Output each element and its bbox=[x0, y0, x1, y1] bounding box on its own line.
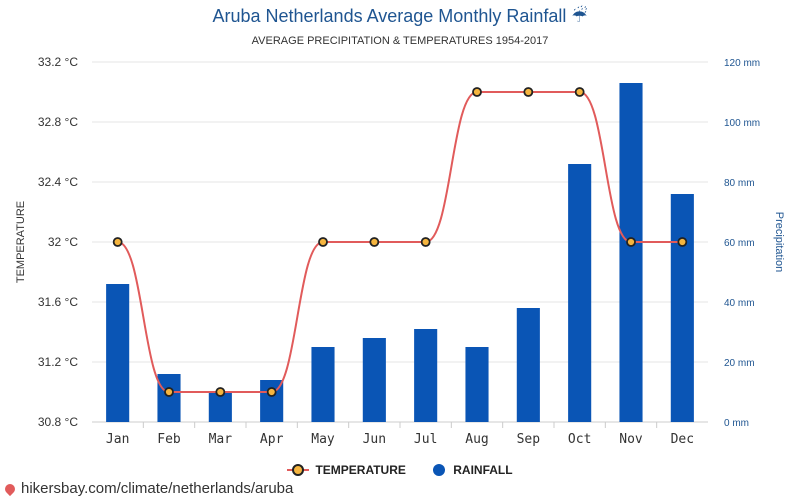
x-tick-label-sep: Sep bbox=[517, 432, 541, 447]
footer: hikersbay.com/climate/netherlands/aruba bbox=[2, 480, 294, 497]
x-tick-label-dec: Dec bbox=[671, 432, 694, 447]
legend-label-temperature: TEMPERATURE bbox=[315, 463, 406, 477]
left-tick-label: 33.2 °C bbox=[38, 55, 78, 69]
temperature-point-feb[interactable] bbox=[164, 387, 174, 397]
left-tick-label: 30.8 °C bbox=[38, 415, 78, 429]
rainfall-bar-apr[interactable] bbox=[260, 380, 284, 422]
left-axis-title: TEMPERATURE bbox=[15, 201, 27, 283]
temperature-point-jan[interactable] bbox=[112, 237, 123, 247]
rainfall-bar-mar[interactable] bbox=[208, 392, 232, 422]
right-tick-label: 60 mm bbox=[724, 238, 755, 249]
temperature-line bbox=[117, 91, 683, 393]
right-tick-label: 40 mm bbox=[724, 298, 755, 309]
temperature-point-dec[interactable] bbox=[677, 237, 688, 247]
rainfall-bar-jul[interactable] bbox=[414, 329, 438, 422]
right-axis-ticks: 120 mm 100 mm 80 mm 60 mm 40 mm 20 mm 0 mm bbox=[724, 58, 760, 429]
left-tick-label: 31.6 °C bbox=[38, 295, 78, 309]
right-tick-label: 20 mm bbox=[724, 358, 755, 369]
x-tick-label-feb: Feb bbox=[157, 432, 181, 447]
temperature-markers bbox=[112, 87, 688, 397]
rainfall-bar-jan[interactable] bbox=[106, 284, 130, 422]
left-axis-ticks: 33.2 °C 32.8 °C 32.4 °C 32 °C 31.6 °C 31.2 °C… bbox=[38, 55, 78, 429]
temperature-point-jul[interactable] bbox=[420, 237, 431, 247]
rainfall-bar-feb[interactable] bbox=[157, 374, 181, 422]
rainfall-bar-nov[interactable] bbox=[619, 83, 643, 422]
temperature-legend-icon bbox=[287, 464, 310, 476]
left-tick-label: 31.2 °C bbox=[38, 355, 78, 369]
x-axis-ticks: Jan Feb Mar Apr May Jun Jul Aug Sep Oct Nov Dec bbox=[106, 432, 694, 447]
legend-label-rainfall: RAINFALL bbox=[453, 463, 513, 477]
x-tick-label-apr: Apr bbox=[260, 432, 284, 447]
right-tick-label: 80 mm bbox=[724, 178, 755, 189]
right-tick-label: 100 mm bbox=[724, 118, 760, 129]
x-tick-label-jan: Jan bbox=[106, 432, 129, 447]
x-tick-label-oct: Oct bbox=[568, 432, 591, 447]
temperature-point-mar[interactable] bbox=[215, 387, 226, 397]
right-tick-label: 0 mm bbox=[724, 418, 749, 429]
right-tick-label: 120 mm bbox=[724, 58, 760, 69]
rainfall-bar-sep[interactable] bbox=[516, 308, 540, 422]
left-tick-label: 32 °C bbox=[48, 235, 78, 249]
rainfall-temperature-chart: 33.2 °C 32.8 °C 32.4 °C 32 °C 31.6 °C 31.2 °C… bbox=[15, 55, 785, 447]
legend: TEMPERATURE RAINFALL bbox=[0, 463, 800, 479]
x-tick-label-mar: Mar bbox=[209, 432, 233, 447]
rainfall-bars bbox=[106, 83, 694, 422]
temperature-point-nov[interactable] bbox=[626, 237, 636, 247]
left-tick-label: 32.8 °C bbox=[38, 115, 78, 129]
temperature-point-jun[interactable] bbox=[369, 237, 380, 247]
rainfall-bar-aug[interactable] bbox=[465, 347, 489, 422]
x-tick-label-jul: Jul bbox=[414, 432, 437, 447]
x-tick-label-aug: Aug bbox=[465, 432, 488, 447]
footer-link[interactable]: hikersbay.com/climate/netherlands/aruba bbox=[21, 480, 294, 497]
legend-item-rainfall[interactable]: RAINFALL bbox=[433, 463, 513, 477]
x-tick-label-nov: Nov bbox=[619, 432, 643, 447]
chart-subtitle: AVERAGE PRECIPITATION & TEMPERATURES 195… bbox=[251, 35, 549, 47]
grid-lines bbox=[92, 61, 708, 428]
rainfall-legend-icon bbox=[433, 464, 446, 476]
temperature-point-aug[interactable] bbox=[472, 87, 482, 97]
temperature-point-oct[interactable] bbox=[574, 87, 585, 97]
right-axis-title: Precipitation bbox=[773, 212, 785, 273]
x-tick-label-jun: Jun bbox=[363, 432, 386, 447]
rainfall-bar-oct[interactable] bbox=[568, 164, 592, 422]
x-tick-label-may: May bbox=[311, 432, 335, 447]
rainfall-bar-jun[interactable] bbox=[362, 338, 386, 422]
rainfall-bar-dec[interactable] bbox=[670, 194, 694, 422]
temperature-point-sep[interactable] bbox=[523, 87, 534, 97]
temperature-point-may[interactable] bbox=[318, 237, 328, 247]
legend-item-temperature[interactable]: TEMPERATURE bbox=[287, 463, 406, 477]
temperature-point-apr[interactable] bbox=[266, 387, 277, 397]
location-pin-icon bbox=[2, 481, 18, 496]
left-tick-label: 32.4 °C bbox=[38, 175, 78, 189]
rainfall-bar-may[interactable] bbox=[311, 347, 335, 422]
chart-title: Aruba Netherlands Average Monthly Rainfa… bbox=[212, 6, 588, 26]
